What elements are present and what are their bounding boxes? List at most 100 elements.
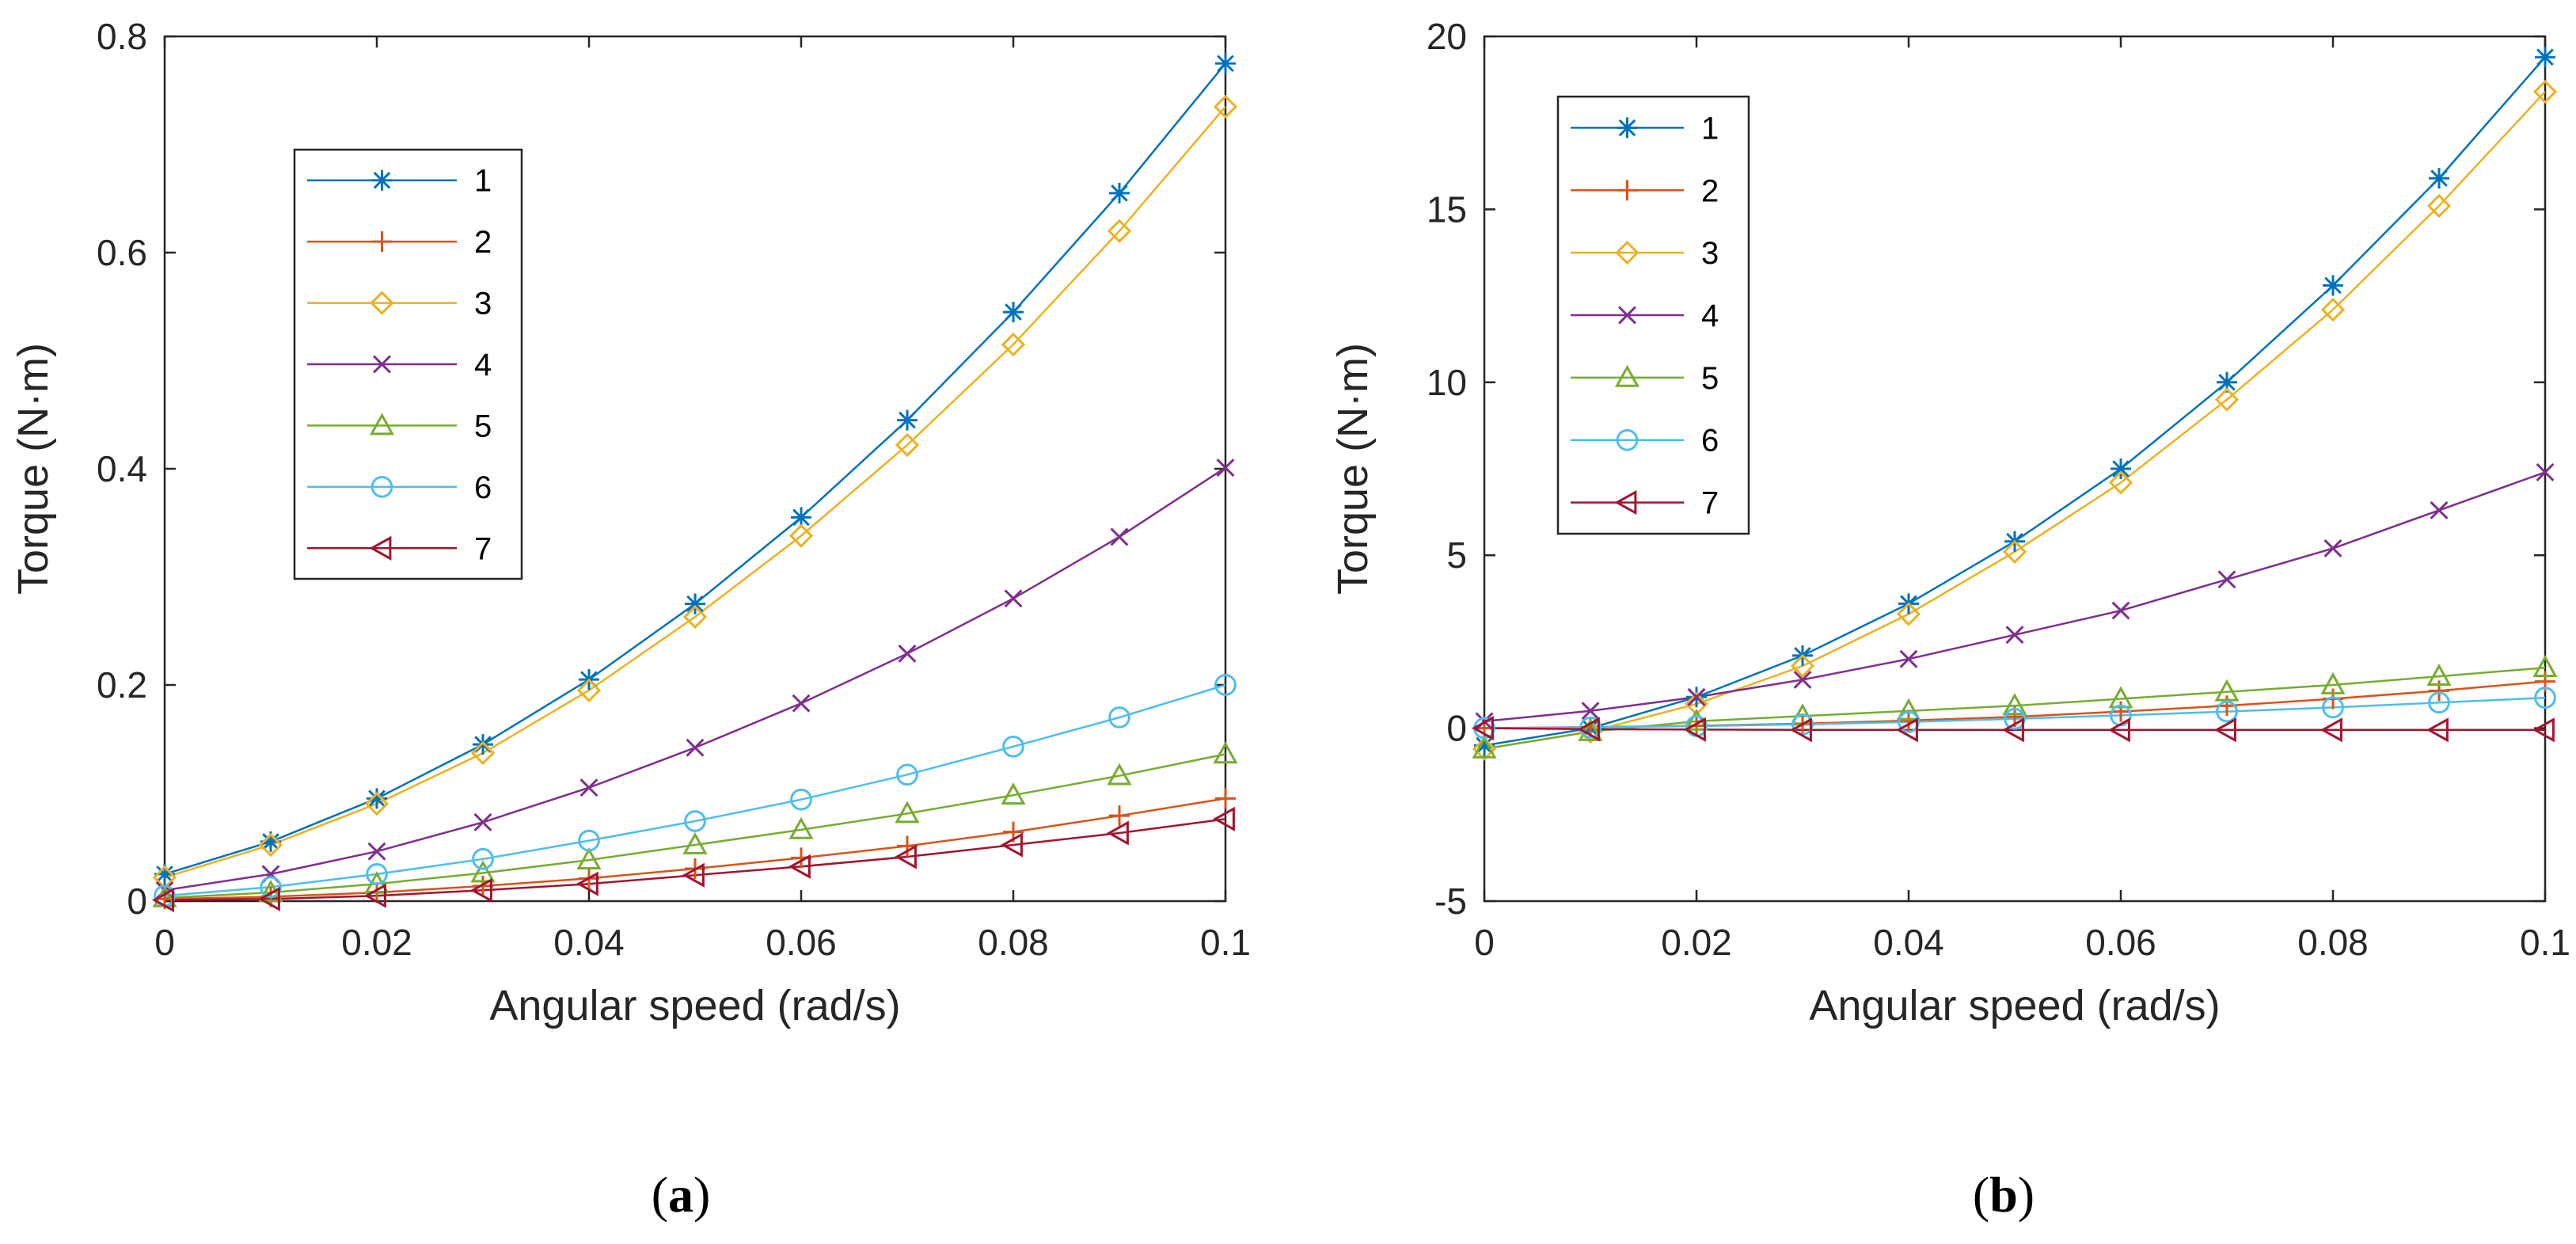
data-point-series-6: [472, 847, 494, 870]
data-point-series-5: [2532, 655, 2558, 678]
data-point-series-5: [576, 847, 602, 870]
x-tick-label: 0.02: [1661, 922, 1732, 963]
data-point-series-3: [682, 604, 708, 630]
x-tick-label: 0.04: [1873, 922, 1944, 963]
data-point-series-7: [2320, 717, 2342, 743]
data-point-series-4: [2217, 570, 2236, 589]
y-tick-label: 0: [1446, 708, 1467, 749]
data-point-series-7: [682, 862, 705, 888]
data-point-series-1: [1003, 302, 1024, 323]
legend-marker-7: [369, 535, 392, 561]
data-point-series-5: [2002, 693, 2027, 716]
data-point-series-1: [1109, 182, 1130, 204]
series-line-5: [165, 753, 1225, 900]
panel-caption: (a): [652, 1166, 711, 1223]
data-point-series-1: [2535, 47, 2555, 68]
data-point-series-5: [788, 816, 814, 839]
data-point-series-3: [895, 432, 920, 458]
data-point-series-4: [1899, 649, 1918, 668]
y-tick-label: 20: [1427, 16, 1467, 57]
data-point-series-3: [2320, 297, 2346, 322]
x-axis-title: Angular speed (rad/s): [489, 982, 900, 1029]
data-point-series-4: [2536, 462, 2555, 481]
panel-caption: (b): [1973, 1166, 2035, 1223]
data-point-series-4: [2005, 626, 2024, 645]
legend-label-5: 5: [1701, 361, 1719, 396]
legend-label-7: 7: [474, 531, 492, 566]
data-point-series-5: [682, 831, 708, 854]
data-point-series-7: [2001, 717, 2024, 743]
data-point-series-7: [1577, 717, 1600, 742]
data-point-series-7: [1106, 820, 1129, 846]
data-point-series-3: [2532, 79, 2558, 105]
data-point-series-6: [260, 876, 282, 899]
data-point-series-5: [2426, 663, 2452, 686]
data-point-series-4: [1004, 589, 1023, 608]
data-point-series-2: [1215, 788, 1236, 809]
data-point-series-7: [576, 871, 598, 896]
x-tick-label: 0: [154, 922, 175, 963]
data-point-series-3: [1213, 94, 1238, 119]
legend-marker-7: [1614, 490, 1637, 515]
data-point-series-2: [473, 875, 493, 896]
data-point-series-3: [1684, 691, 1709, 717]
data-point-series-1: [367, 788, 387, 809]
x-tick-label: 0.04: [553, 922, 625, 963]
data-point-series-6: [896, 763, 918, 786]
data-point-series-3: [1001, 332, 1026, 357]
data-point-series-3: [576, 678, 602, 702]
legend-label-6: 6: [1701, 424, 1719, 458]
data-point-series-1: [2111, 458, 2131, 479]
data-point-series-4: [792, 694, 811, 713]
data-point-series-1: [2217, 371, 2237, 393]
legend-marker-1: [1617, 117, 1638, 139]
data-point-series-2: [1109, 805, 1130, 827]
data-point-series-7: [1789, 717, 1812, 743]
legend-marker-2: [371, 231, 393, 253]
data-point-series-4: [1581, 702, 1600, 721]
y-axis-title: Torque (N·m): [1329, 343, 1377, 595]
legend-marker-3: [370, 291, 394, 315]
legend-label-1: 1: [1701, 111, 1719, 146]
legend-marker-4: [1618, 306, 1636, 325]
x-tick-label: 0.08: [978, 922, 1049, 963]
data-point-series-1: [791, 507, 811, 528]
y-tick-label: 0.6: [97, 232, 147, 273]
data-point-series-7: [2426, 717, 2449, 743]
legend: 1 2 3 4 5 6 7: [293, 148, 523, 580]
legend-label-5: 5: [474, 409, 492, 443]
legend-marker-3: [1615, 241, 1639, 265]
data-point-series-6: [684, 810, 706, 832]
data-point-series-5: [1472, 736, 1497, 759]
legend-label-1: 1: [474, 164, 492, 199]
x-tick-label: 0.08: [2297, 922, 2369, 963]
y-tick-label: 0.2: [97, 664, 147, 706]
y-tick-label: 0: [127, 881, 147, 922]
data-point-series-4: [579, 778, 598, 797]
data-point-series-3: [258, 832, 283, 858]
data-point-series-6: [1214, 674, 1237, 696]
data-point-series-1: [2429, 168, 2449, 189]
data-point-series-7: [1212, 806, 1235, 831]
data-point-series-3: [470, 740, 496, 766]
series-line-3: [1484, 91, 2545, 751]
series-line-3: [165, 105, 1225, 879]
data-point-series-3: [2108, 470, 2133, 495]
data-point-series-6: [1002, 735, 1024, 758]
legend-marker-2: [1617, 180, 1638, 201]
data-point-series-4: [898, 644, 917, 663]
x-tick-label: 0.06: [2085, 922, 2156, 963]
data-point-series-6: [1898, 710, 1920, 733]
data-point-series-5: [470, 860, 496, 883]
data-point-series-7: [1471, 716, 1494, 741]
legend-label-4: 4: [474, 348, 492, 382]
data-point-series-6: [1108, 706, 1130, 729]
data-point-series-4: [2111, 601, 2130, 620]
y-tick-label: 5: [1446, 535, 1467, 576]
series-line-7: [1484, 727, 2545, 732]
data-point-series-7: [363, 883, 386, 908]
data-point-series-4: [2323, 539, 2342, 557]
data-point-series-6: [2004, 707, 2026, 730]
legend: 1 2 3 4 5 6 7: [1556, 95, 1750, 535]
